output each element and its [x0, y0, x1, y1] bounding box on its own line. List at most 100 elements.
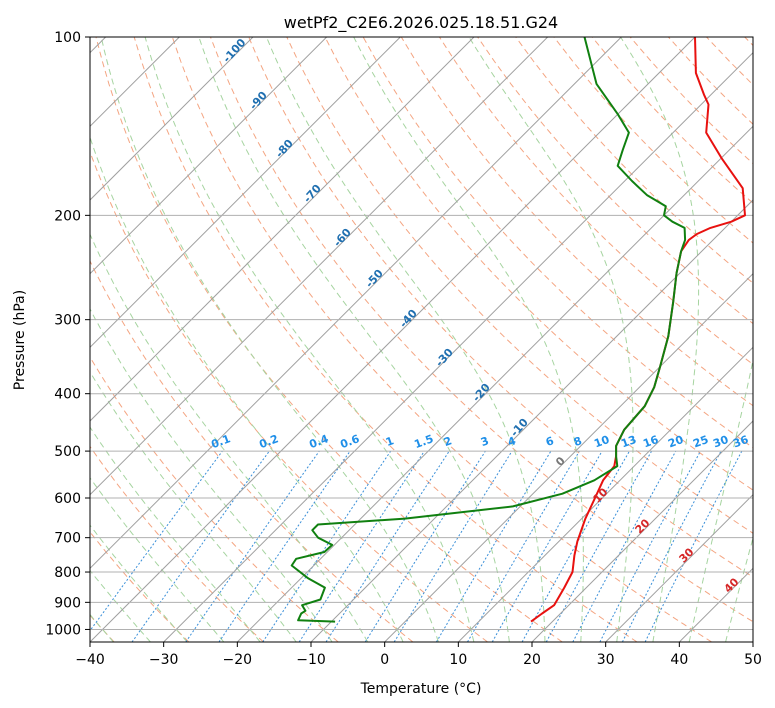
moist-adiabat-label: 20 [633, 516, 653, 536]
dry-adiabat-line [706, 37, 753, 86]
mixing-ratio-label: 13 [619, 433, 638, 450]
y-tick-label: 500 [54, 444, 81, 460]
mixing-ratio-line [90, 450, 223, 632]
chart-grid [90, 37, 753, 642]
mixing-ratio-label: 0.2 [257, 432, 280, 451]
dry-adiabat-label: -50 [363, 267, 386, 291]
y-tick-label: 700 [54, 531, 81, 547]
y-tick-label: 1000 [45, 622, 81, 638]
x-tick-label: 0 [380, 652, 389, 668]
x-tick-label: 30 [597, 652, 615, 668]
y-tick-label: 800 [54, 565, 81, 581]
moist-adiabat-label: 30 [677, 545, 697, 565]
y-tick-label: 400 [54, 387, 81, 403]
x-tick-label: −10 [296, 652, 326, 668]
dry-adiabat-label: -90 [247, 89, 270, 113]
mixing-ratio-line [545, 450, 653, 642]
mixing-ratio-label: 0.1 [209, 432, 232, 451]
isotherm-line [163, 51, 753, 642]
dry-adiabat-label: -80 [273, 137, 296, 161]
moist-adiabat-line [266, 37, 546, 642]
mixing-ratio-label: 25 [691, 433, 710, 450]
isotherm-line [678, 567, 753, 642]
moist-adiabat-line [90, 233, 369, 642]
chart-title: wetPf2_C2E6.2026.025.18.51.G24 [284, 13, 558, 33]
dry-adiabat-line [90, 531, 190, 642]
moist-adiabat-line [468, 37, 634, 642]
dewpoint-profile-line [290, 37, 687, 623]
y-tick-label: 900 [54, 595, 81, 611]
dry-adiabat-line [90, 150, 488, 642]
isotherm-line [90, 37, 475, 422]
mixing-ratio-line [298, 450, 425, 642]
mixing-ratio-label: 3 [479, 434, 491, 449]
moist-adiabat-line [90, 569, 151, 642]
y-tick-label: 300 [54, 313, 81, 329]
moist-adiabat-line [688, 358, 753, 642]
dry-adiabat-line [286, 37, 753, 534]
mixing-ratio-label: 30 [711, 433, 730, 451]
mixing-ratio-line [364, 450, 486, 642]
dry-adiabat-label: -20 [470, 381, 493, 405]
mixing-ratio-label: 20 [666, 433, 685, 451]
isotherm-line [90, 37, 696, 642]
dry-adiabat-label: -70 [301, 182, 324, 206]
isotherm-line [90, 37, 549, 496]
mixing-ratio-line [435, 450, 552, 642]
mixing-ratio-line [325, 450, 450, 642]
mixing-ratio-label: 0.6 [338, 432, 361, 451]
moist-adiabat-line [90, 524, 188, 642]
mixing-ratio-line [185, 450, 320, 642]
moist-adiabat-line [90, 476, 225, 642]
dry-adiabat-line [171, 37, 712, 642]
chart-profiles [290, 37, 746, 623]
x-tick-label: 50 [744, 652, 762, 668]
mixing-ratio-label: 1.5 [412, 432, 435, 451]
mixing-ratio-line [262, 450, 392, 642]
dry-adiabat-line [90, 356, 339, 642]
chart-inline-labels: -100-90-80-70-60-50-40-30-20-10010203040… [209, 36, 750, 596]
moist-adiabat-line [90, 135, 404, 642]
isotherm-line [236, 125, 753, 642]
isotherm-line [457, 346, 753, 642]
plot-frame [89, 36, 754, 643]
dry-adiabat-label: -60 [331, 226, 354, 250]
moist-adiabat-line [198, 37, 510, 642]
mixing-ratio-line [218, 450, 351, 642]
mixing-ratio-label: 8 [572, 434, 584, 449]
dry-adiabat-line [553, 37, 753, 244]
isotherm-line [384, 272, 753, 642]
moist-adiabat-line [90, 370, 297, 642]
isotherm-line [531, 420, 753, 642]
y-tick-label: 600 [54, 491, 81, 507]
dry-adiabat-line [248, 37, 753, 578]
moist-adiabat-line [762, 37, 775, 642]
mixing-ratio-label: 0.4 [307, 432, 330, 451]
dry-adiabat-label: -100 [220, 36, 248, 65]
moist-adiabat-line [620, 37, 700, 642]
x-axis-label: Temperature (°C) [360, 681, 482, 697]
moist-adiabat-line [725, 536, 753, 642]
dry-adiabat-line [210, 37, 753, 623]
x-tick-label: −30 [149, 652, 179, 668]
x-tick-label: 40 [670, 652, 688, 668]
dry-adiabat-label: -30 [433, 346, 456, 370]
mixing-ratio-line [644, 450, 743, 642]
mixing-ratio-label: 10 [592, 433, 611, 451]
mixing-ratio-line [621, 450, 722, 642]
x-tick-label: 10 [449, 652, 467, 668]
y-axis-ticks: 100 200 300 400 500 600 700 800 900 1000 [45, 30, 90, 638]
isotherm-line [752, 641, 753, 642]
mixing-ratio-label: 16 [641, 433, 660, 451]
dry-adiabat-line [515, 37, 753, 284]
dry-adiabat-line [90, 445, 264, 642]
x-tick-label: −20 [223, 652, 253, 668]
moist-adiabat-line [100, 37, 439, 642]
mixing-ratio-label: 36 [731, 433, 750, 451]
dry-adiabat-line [133, 37, 638, 642]
mixing-ratio-label: 6 [544, 434, 556, 449]
moist-adiabat-line [90, 426, 261, 642]
y-axis-label: Pressure (hPa) [12, 290, 28, 390]
y-tick-label: 100 [54, 30, 81, 46]
